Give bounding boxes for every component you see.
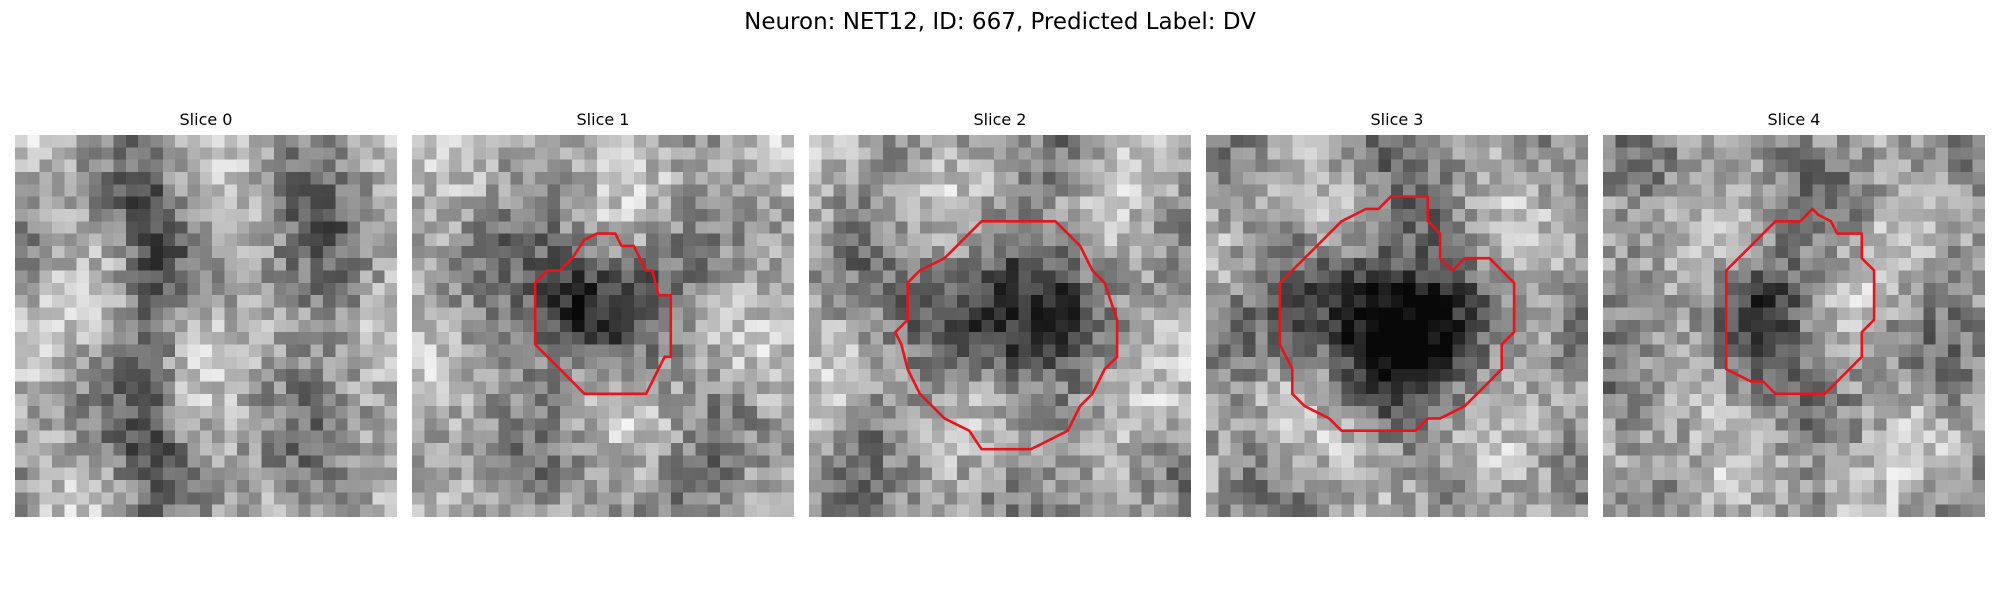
slice-image: [15, 135, 397, 517]
slice-svg: [809, 135, 1191, 517]
slice-image: [1603, 135, 1985, 517]
slice-title: Slice 0: [179, 110, 233, 129]
slice-image: [412, 135, 794, 517]
pixel-grid: [15, 135, 397, 517]
slice-panel-0: Slice 0: [15, 108, 397, 518]
slice-panel-3: Slice 3: [1206, 108, 1588, 518]
slice-panel-1: Slice 1: [412, 108, 794, 518]
pixel-grid: [809, 135, 1191, 517]
segmentation-contour: [533, 232, 673, 396]
segmentation-contour: [894, 220, 1119, 451]
slice-svg: [1206, 135, 1588, 517]
slice-svg: [15, 135, 397, 517]
pixel-grid: [1206, 135, 1588, 517]
slice-title: Slice 4: [1767, 110, 1821, 129]
slice-image: [1206, 135, 1588, 517]
slice-title: Slice 1: [576, 110, 630, 129]
slice-panel-4: Slice 4: [1603, 108, 1985, 518]
segmentation-contour: [1278, 195, 1516, 433]
slice-image: [809, 135, 1191, 517]
pixel-grid: [1603, 135, 1985, 517]
slice-svg: [412, 135, 794, 517]
figure-title: Neuron: NET12, ID: 667, Predicted Label:…: [744, 9, 1256, 35]
slice-svg: [1603, 135, 1985, 517]
pixel-grid: [412, 135, 794, 517]
slice-title: Slice 3: [1370, 110, 1424, 129]
segmentation-contour: [1724, 207, 1876, 396]
slice-panel-2: Slice 2: [809, 108, 1191, 518]
slice-title: Slice 2: [973, 110, 1027, 129]
